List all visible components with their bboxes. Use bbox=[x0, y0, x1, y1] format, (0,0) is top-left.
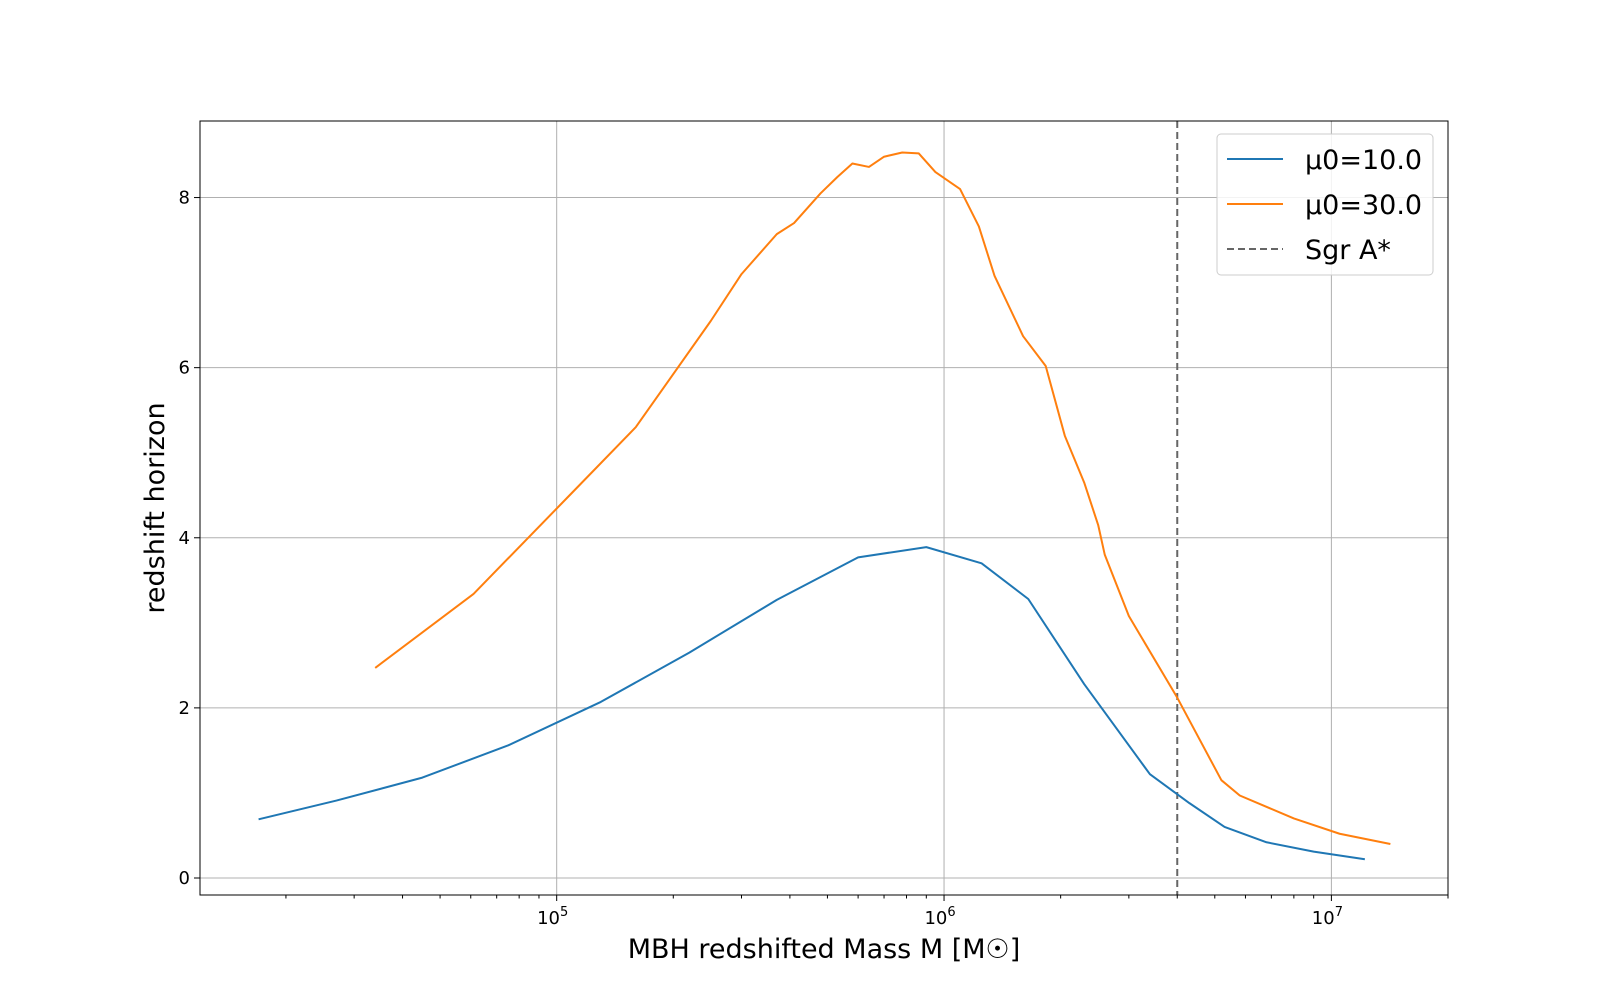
plot-series bbox=[258, 121, 1391, 895]
y-tick-label: 4 bbox=[179, 528, 190, 549]
x-tick-label: 105 bbox=[537, 905, 568, 929]
y-tick-label: 0 bbox=[179, 868, 190, 889]
legend: μ0=10.0 μ0=30.0 Sgr A* bbox=[1216, 133, 1434, 276]
legend-box bbox=[1216, 133, 1434, 276]
axis-ticks: 0 2 4 6 8 105 106 107 bbox=[179, 188, 1449, 929]
legend-label: μ0=10.0 bbox=[1305, 145, 1422, 176]
y-axis-label: redshift horizon bbox=[140, 402, 171, 613]
y-tick-label: 8 bbox=[179, 188, 190, 209]
series-line-1 bbox=[374, 151, 1391, 845]
legend-label: Sgr A* bbox=[1305, 235, 1391, 266]
y-tick-label: 6 bbox=[179, 358, 190, 379]
y-tick-label: 2 bbox=[179, 698, 190, 719]
series-line-0 bbox=[258, 546, 1365, 861]
plot-frame bbox=[199, 120, 1449, 896]
x-tick-label: 106 bbox=[924, 905, 955, 929]
legend-label: μ0=30.0 bbox=[1305, 190, 1422, 221]
x-axis-label: MBH redshifted Mass M [M☉] bbox=[628, 934, 1021, 965]
x-tick-label: 107 bbox=[1312, 905, 1343, 929]
